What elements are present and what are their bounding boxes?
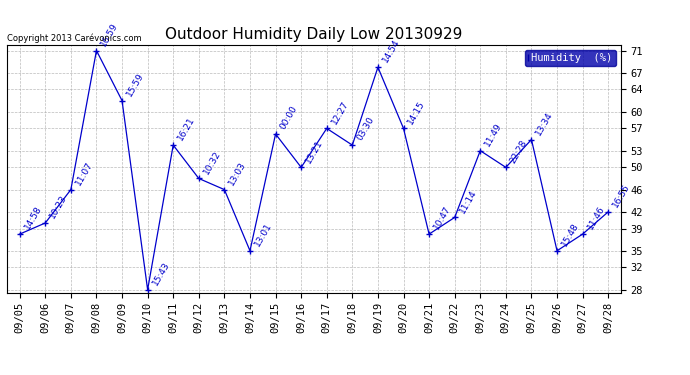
Text: 15:43: 15:43 [150,260,171,287]
Text: 13:21: 13:21 [304,138,324,165]
Text: 13:34: 13:34 [534,110,555,137]
Text: 16:59: 16:59 [99,21,120,48]
Text: 03:30: 03:30 [355,116,376,142]
Legend: Humidity  (%): Humidity (%) [525,50,615,66]
Text: 14:15: 14:15 [406,99,427,126]
Text: 16:21: 16:21 [176,116,197,142]
Text: 15:48: 15:48 [560,221,580,248]
Text: 10:23: 10:23 [48,194,69,220]
Text: 11:49: 11:49 [483,121,504,148]
Text: 14:58: 14:58 [23,204,43,231]
Text: 10:32: 10:32 [201,149,222,176]
Text: 10:47: 10:47 [432,204,453,231]
Title: Outdoor Humidity Daily Low 20130929: Outdoor Humidity Daily Low 20130929 [166,27,462,42]
Text: 12:27: 12:27 [330,99,350,126]
Text: 14:54: 14:54 [381,38,402,64]
Text: 13:01: 13:01 [253,221,273,248]
Text: 11:46: 11:46 [585,204,606,231]
Text: 11:07: 11:07 [74,160,95,187]
Text: 22:28: 22:28 [509,138,529,165]
Text: 00:00: 00:00 [278,104,299,131]
Text: 13:03: 13:03 [227,160,248,187]
Text: 16:55: 16:55 [611,182,632,209]
Text: Copyright 2013 Carévonics.com: Copyright 2013 Carévonics.com [7,33,141,42]
Text: 15:59: 15:59 [125,71,146,98]
Text: 11:14: 11:14 [457,188,478,214]
